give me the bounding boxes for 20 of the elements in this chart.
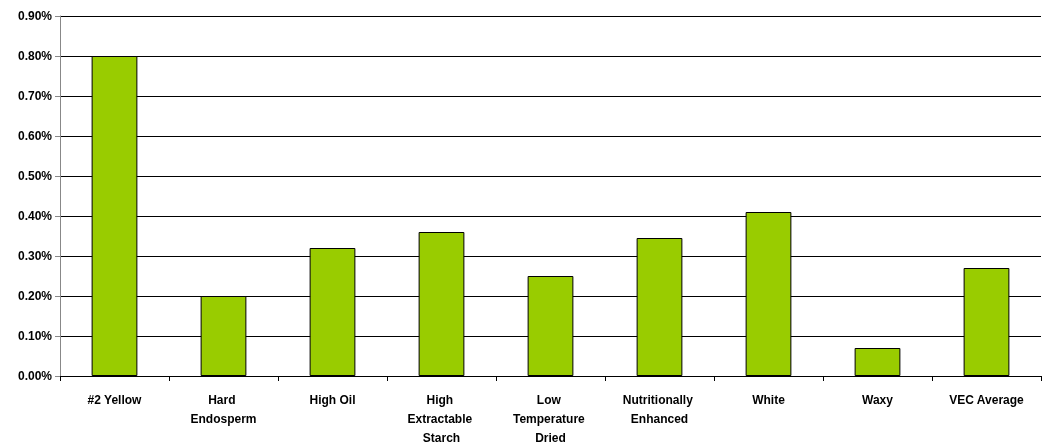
x-tick-label: High Extractable Starch (407, 392, 476, 445)
bar (854, 348, 901, 376)
x-tick-label: #2 Yellow (87, 392, 143, 407)
y-tick-label: 0.70% (17, 89, 53, 103)
y-tick-label: 0.10% (17, 329, 53, 343)
x-tick-label: Low Temperature Dried (512, 392, 589, 445)
x-tick-label: VEC Average (949, 392, 1025, 407)
y-tick-label: 0.90% (17, 9, 53, 23)
y-tick-label: 0.20% (17, 289, 53, 303)
x-tick-label: Waxy (862, 392, 894, 407)
y-tick-label: 0.30% (17, 249, 53, 263)
x-tick-label: Nutritionally Enhanced (622, 392, 697, 426)
y-tick-label: 0.40% (17, 209, 53, 223)
y-tick-label: 0.80% (17, 49, 53, 63)
x-tick-label: White (752, 392, 786, 407)
x-tick-label: Hard Endosperm (190, 392, 257, 426)
y-tick-label: 0.60% (17, 129, 53, 143)
x-tick-label: High Oil (309, 392, 356, 407)
y-tick-label: 0.50% (17, 169, 53, 183)
y-tick-label: 0.00% (17, 369, 53, 383)
